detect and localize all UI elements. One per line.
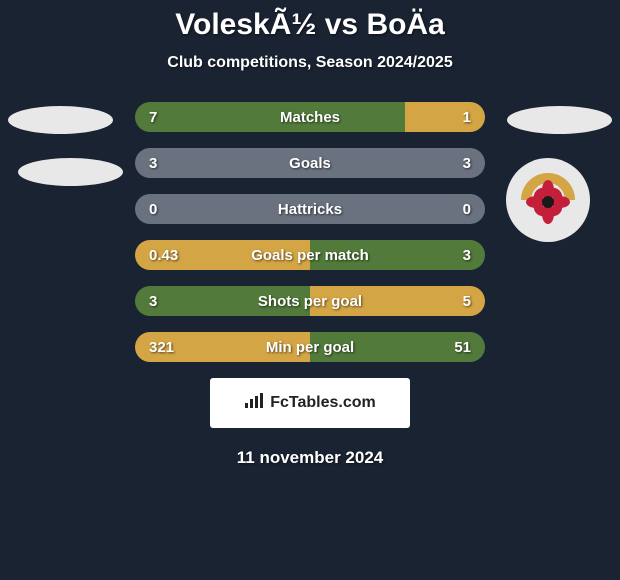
stat-rows: 71Matches 33Goals 00Hattricks 0.433Goals pe… xyxy=(135,102,485,362)
stats-area: 71Matches 33Goals 00Hattricks 0.433Goals pe… xyxy=(0,102,620,362)
stat-label: Matches xyxy=(135,109,485,126)
stat-row: 71Matches xyxy=(135,102,485,132)
main-container: VoleskÃ½ vs BoÄa Club competitions, Seas… xyxy=(0,0,620,580)
stat-label: Hattricks xyxy=(135,201,485,218)
stat-row: 35Shots per goal xyxy=(135,286,485,316)
chart-icon xyxy=(244,393,264,414)
stat-row: 00Hattricks xyxy=(135,194,485,224)
stat-label: Min per goal xyxy=(135,339,485,356)
stat-label: Goals xyxy=(135,155,485,172)
subtitle: Club competitions, Season 2024/2025 xyxy=(0,54,620,72)
stat-row: 0.433Goals per match xyxy=(135,240,485,270)
left-team-placeholder-2 xyxy=(18,158,123,186)
page-title: VoleskÃ½ vs BoÄa xyxy=(0,8,620,42)
left-team-placeholder-1 xyxy=(8,106,113,134)
team-badge xyxy=(506,158,590,242)
stat-row: 32151Min per goal xyxy=(135,332,485,362)
stat-row: 33Goals xyxy=(135,148,485,178)
fctables-label: FcTables.com xyxy=(270,394,376,412)
date-label: 11 november 2024 xyxy=(0,448,620,468)
stat-label: Goals per match xyxy=(135,247,485,264)
fctables-badge: FcTables.com xyxy=(210,378,410,428)
right-team-placeholder xyxy=(507,106,612,134)
badge-crest xyxy=(518,170,578,230)
stat-label: Shots per goal xyxy=(135,293,485,310)
